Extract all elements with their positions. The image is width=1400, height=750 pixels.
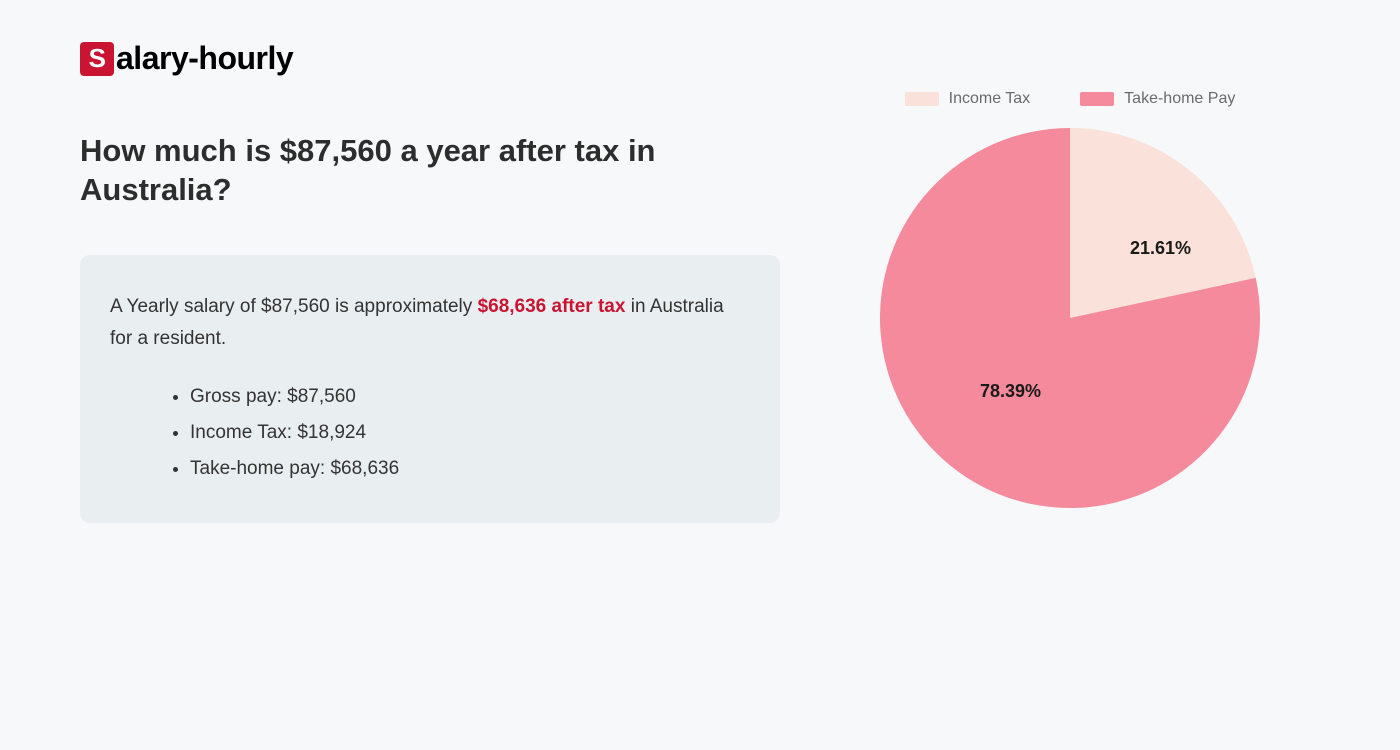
- summary-prefix: A Yearly salary of $87,560 is approximat…: [110, 296, 478, 317]
- legend-label: Take-home Pay: [1124, 90, 1235, 108]
- legend-label: Income Tax: [949, 90, 1031, 108]
- legend-swatch-icon: [905, 92, 939, 106]
- summary-text: A Yearly salary of $87,560 is approximat…: [110, 291, 750, 356]
- logo-text: alary-hourly: [116, 40, 293, 77]
- chart-legend: Income Tax Take-home Pay: [905, 90, 1236, 108]
- list-item: Gross pay: $87,560: [190, 379, 750, 415]
- pie-slice-label: 21.61%: [1130, 238, 1191, 259]
- site-logo: Salary-hourly: [80, 40, 780, 77]
- legend-item-income-tax: Income Tax: [905, 90, 1031, 108]
- list-item: Income Tax: $18,924: [190, 415, 750, 451]
- pie-chart: 21.61% 78.39%: [880, 128, 1260, 508]
- page-title: How much is $87,560 a year after tax in …: [80, 132, 780, 210]
- list-item: Take-home pay: $68,636: [190, 451, 750, 487]
- summary-box: A Yearly salary of $87,560 is approximat…: [80, 255, 780, 524]
- summary-highlight: $68,636 after tax: [478, 296, 626, 317]
- pie-slice-label: 78.39%: [980, 381, 1041, 402]
- legend-swatch-icon: [1080, 92, 1114, 106]
- legend-item-take-home: Take-home Pay: [1080, 90, 1235, 108]
- details-list: Gross pay: $87,560 Income Tax: $18,924 T…: [110, 379, 750, 487]
- logo-s-box: S: [80, 42, 114, 76]
- pie-svg: [880, 128, 1260, 508]
